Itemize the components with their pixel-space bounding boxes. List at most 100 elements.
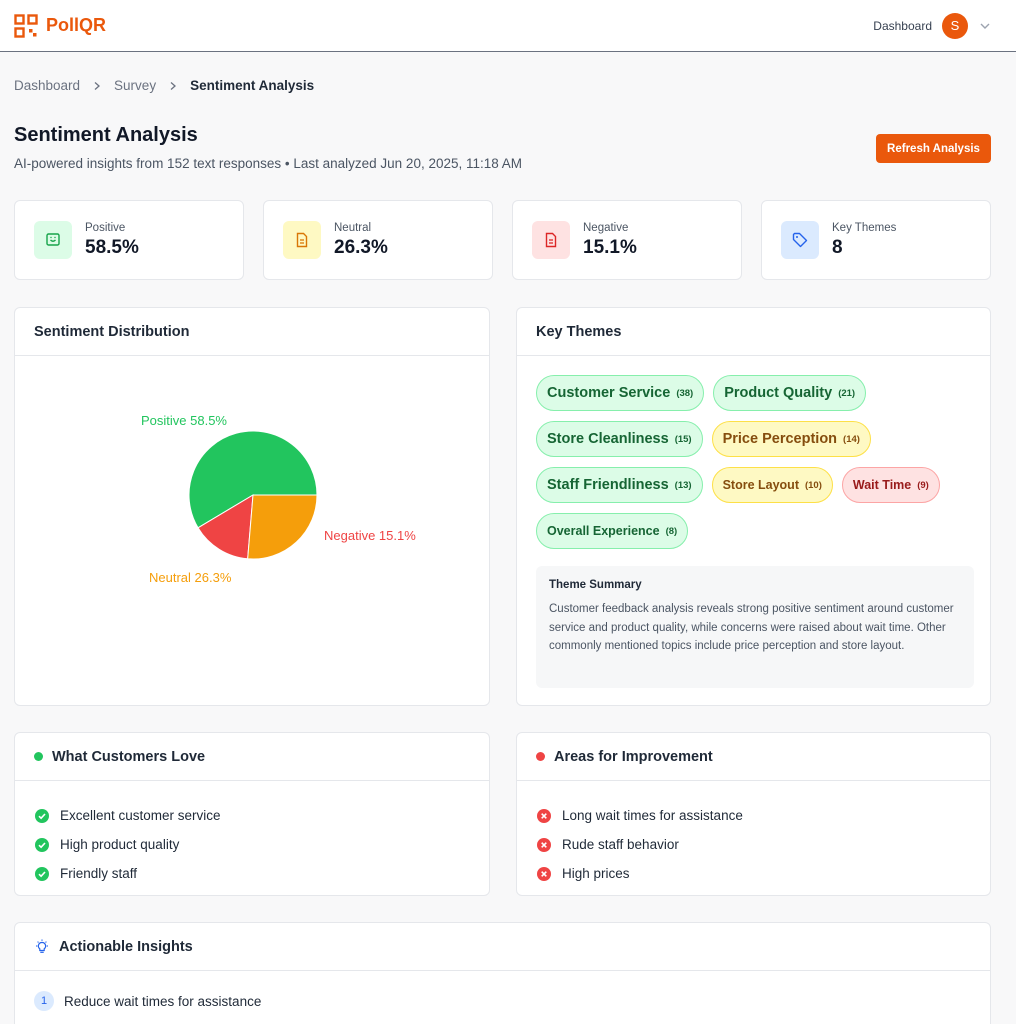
panel-header: Actionable Insights [15, 923, 990, 971]
list-item-text: Excellent customer service [60, 808, 221, 823]
theme-tag[interactable]: Customer Service (38) [536, 375, 705, 411]
list-item: High product quality [35, 830, 489, 859]
brand[interactable]: PollQR [14, 13, 107, 38]
document-icon [532, 221, 570, 259]
stat-label: Positive [85, 221, 126, 234]
theme-tag[interactable]: Store Layout (10) [711, 467, 833, 503]
theme-name: Wait Time [852, 478, 912, 492]
chevron-right-icon [170, 81, 177, 90]
summary-title: Theme Summary [549, 579, 642, 591]
stat-card-neutral: Neutral 26.3% [263, 200, 493, 280]
areas-for-improvement-panel: Areas for Improvement Long wait times fo… [516, 732, 991, 896]
sentiment-distribution-panel: Sentiment Distribution Positive 58.5% Neg… [14, 307, 490, 706]
insight-text: Reduce wait times for assistance [64, 993, 262, 1009]
list-item-text: Friendly staff [60, 866, 138, 881]
panel-title: What Customers Love [52, 748, 206, 765]
page-title: Sentiment Analysis [14, 124, 198, 146]
logo-icon [14, 13, 38, 38]
theme-count: (10) [804, 479, 822, 491]
list-item-text: Rude staff behavior [562, 837, 679, 852]
list-item: Long wait times for assistance [537, 801, 990, 830]
pie-slice-positive[interactable] [188, 430, 318, 529]
stat-label: Negative [583, 221, 629, 234]
improve-list: Long wait times for assistance Rude staf… [517, 781, 990, 888]
check-circle-icon [35, 808, 49, 823]
theme-name: Store Layout [722, 478, 799, 492]
list-item: Friendly staff [35, 859, 489, 888]
theme-count: (9) [917, 479, 929, 491]
stat-value: 58.5% [85, 236, 139, 258]
panel-title: Areas for Improvement [554, 748, 713, 765]
theme-name: Customer Service [547, 385, 671, 401]
list-item: Excellent customer service [35, 801, 489, 830]
stat-card-key-themes: Key Themes 8 [761, 200, 991, 280]
pie-slice-negative[interactable] [197, 494, 254, 560]
theme-name: Product Quality [724, 385, 833, 401]
theme-summary: Theme Summary Customer feedback analysis… [536, 566, 974, 688]
number-badge: 1 [34, 991, 54, 1011]
smile-icon [34, 221, 72, 259]
theme-count: (38) [676, 387, 694, 399]
lightbulb-icon [36, 939, 48, 953]
panel-title: Key Themes [517, 308, 990, 356]
theme-tags: Customer Service (38) Product Quality (21)… [536, 375, 976, 549]
panel-title: Actionable Insights [59, 938, 193, 955]
x-circle-icon [537, 837, 551, 852]
theme-tag[interactable]: Price Perception (14) [711, 421, 871, 457]
pie-label-neutral: Neutral 26.3% [149, 570, 232, 585]
pie-slice-neutral[interactable] [247, 494, 318, 560]
theme-tag[interactable]: Wait Time (9) [841, 467, 940, 503]
theme-tag[interactable]: Staff Friendliness (13) [536, 467, 703, 503]
x-circle-icon [537, 866, 551, 881]
theme-name: Price Perception [722, 431, 838, 447]
theme-count: (21) [838, 387, 856, 399]
theme-count: (13) [674, 479, 692, 491]
stat-value: 8 [832, 236, 843, 258]
breadcrumb-current: Sentiment Analysis [190, 78, 315, 93]
panel-title: Sentiment Distribution [15, 308, 489, 356]
list-item: High prices [537, 859, 990, 888]
pie-chart: Positive 58.5% Negative 15.1% Neutral 26.3… [141, 413, 416, 585]
page-subtitle: AI-powered insights from 152 text respon… [14, 156, 523, 171]
theme-tag[interactable]: Overall Experience (8) [536, 513, 689, 549]
check-circle-icon [35, 866, 49, 881]
document-icon [283, 221, 321, 259]
top-bar: PollQR Dashboard S [0, 0, 1016, 52]
key-themes-panel: Key Themes Customer Service (38) Product … [516, 307, 991, 706]
pie-label-positive: Positive 58.5% [141, 413, 227, 428]
theme-count: (14) [843, 433, 860, 445]
list-item: Rude staff behavior [537, 830, 990, 859]
list-item-text: Long wait times for assistance [562, 808, 743, 823]
what-customers-love-panel: What Customers Love Excellent customer s… [14, 732, 490, 896]
theme-name: Staff Friendliness [547, 477, 669, 493]
refresh-analysis-button[interactable]: Refresh Analysis [876, 134, 991, 163]
theme-tag[interactable]: Product Quality (21) [713, 375, 867, 411]
status-dot [34, 752, 43, 761]
theme-name: Overall Experience [547, 524, 660, 538]
theme-count: (8) [665, 525, 678, 537]
summary-text: Customer feedback analysis reveals stron… [549, 603, 954, 652]
panel-header: Areas for Improvement [517, 733, 990, 781]
app-name: PollQR [46, 15, 107, 35]
stat-card-negative: Negative 15.1% [512, 200, 742, 280]
stat-label: Key Themes [832, 221, 897, 234]
breadcrumb: Dashboard Survey Sentiment Analysis [14, 78, 314, 93]
stat-label: Neutral [334, 221, 372, 234]
panel-header: What Customers Love [15, 733, 489, 781]
stat-value: 26.3% [334, 236, 388, 258]
insight-item: 1 Reduce wait times for assistance [34, 991, 261, 1011]
chevron-down-icon[interactable] [978, 19, 992, 33]
nav-dashboard-link[interactable]: Dashboard [873, 18, 932, 33]
breadcrumb-dashboard[interactable]: Dashboard [14, 78, 81, 93]
actionable-insights-panel: Actionable Insights 1 Reduce wait times … [14, 922, 991, 1024]
love-list: Excellent customer service High product … [15, 781, 489, 888]
theme-name: Store Cleanliness [547, 431, 669, 447]
list-item-text: High product quality [60, 837, 180, 852]
x-circle-icon [537, 808, 551, 823]
breadcrumb-survey[interactable]: Survey [114, 78, 157, 93]
avatar[interactable]: S [942, 12, 968, 39]
theme-tag[interactable]: Store Cleanliness (15) [536, 421, 703, 457]
chevron-right-icon [94, 81, 101, 90]
list-item-text: High prices [562, 866, 630, 881]
status-dot [536, 752, 545, 761]
